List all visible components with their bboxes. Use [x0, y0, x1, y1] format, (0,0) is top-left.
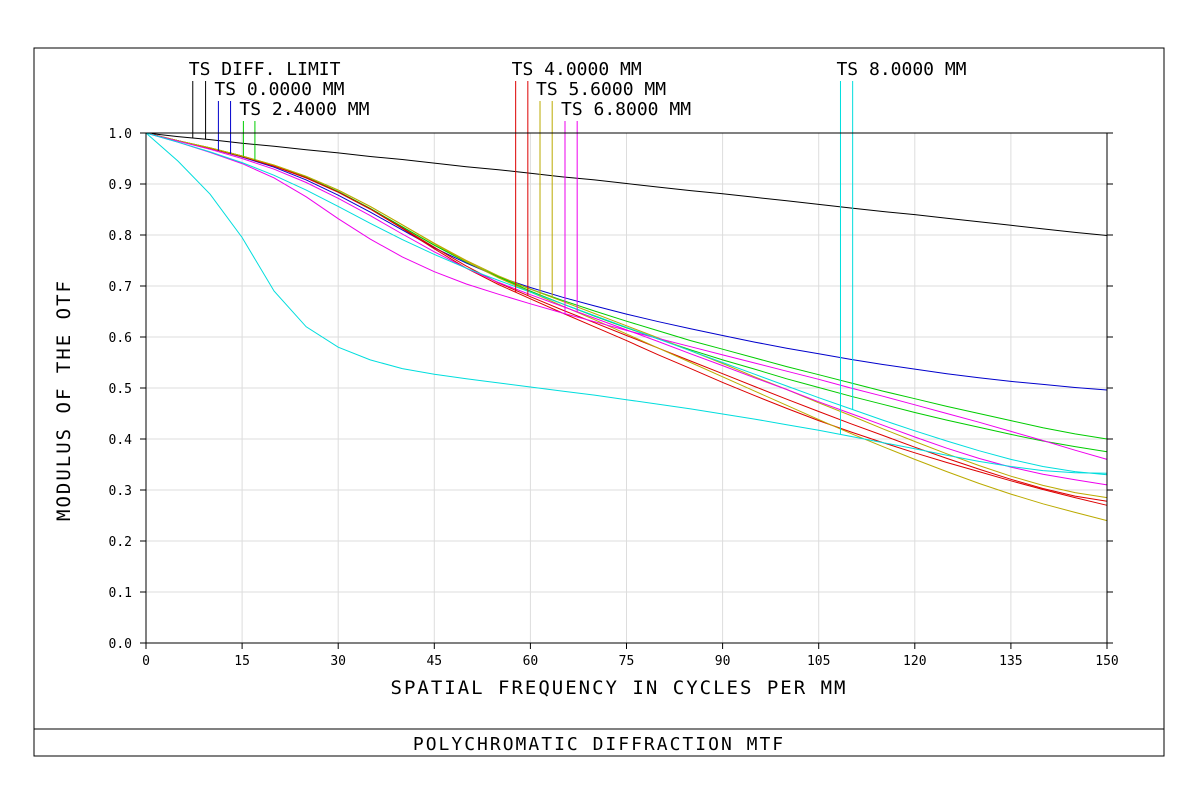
legend-label: TS 2.4000 MM: [239, 99, 369, 120]
y-tick-label: 0.7: [109, 280, 132, 295]
y-tick-label: 0.2: [109, 535, 132, 550]
y-tick-label: 0.0: [109, 637, 132, 652]
series-layer: [145, 132, 1108, 522]
x-tick-label: 60: [523, 654, 539, 669]
y-tick-label: 0.8: [109, 229, 132, 244]
series-line: [145, 132, 1108, 486]
x-tick-label: 105: [807, 654, 830, 669]
y-tick-label: 1.0: [109, 127, 132, 142]
series-line: [145, 132, 1108, 474]
x-tick-label: 0: [142, 654, 150, 669]
y-tick-label: 0.6: [109, 331, 132, 346]
x-tick-label: 15: [234, 654, 250, 669]
y-tick-label: 0.9: [109, 178, 132, 193]
chart-title: POLYCHROMATIC DIFFRACTION MTF: [413, 734, 785, 755]
x-tick-label: 45: [426, 654, 442, 669]
y-tick-label: 0.1: [109, 586, 132, 601]
legend-label: TS 4.0000 MM: [512, 59, 642, 80]
series-line: [145, 132, 1108, 391]
series-line: [145, 132, 1108, 502]
series-line: [145, 132, 1108, 499]
outer-frame: [33, 47, 1165, 757]
x-tick-label: 90: [715, 654, 731, 669]
tick-layer: 0 15 30 45 60 75 90 105 120 135 150 0.0 0.1 0.2 0.3 0.4…: [109, 127, 1119, 669]
legend-label: TS 6.8000 MM: [561, 99, 691, 120]
grid-layer: [146, 133, 1107, 643]
legend-label: TS DIFF. LIMIT: [189, 59, 341, 80]
y-tick-label: 0.3: [109, 484, 132, 499]
series-line: [145, 132, 1108, 476]
y-tick-label: 0.5: [109, 382, 132, 397]
x-axis-title: SPATIAL FREQUENCY IN CYCLES PER MM: [391, 677, 848, 699]
y-tick-label: 0.4: [109, 433, 133, 448]
x-tick-label: 135: [999, 654, 1022, 669]
x-tick-label: 120: [903, 654, 926, 669]
x-tick-label: 30: [330, 654, 346, 669]
legend-label: TS 5.6000 MM: [536, 79, 666, 100]
legend-marker-layer: [192, 81, 854, 435]
plot-border: [145, 132, 1108, 644]
legend-label: TS 0.0000 MM: [214, 79, 344, 100]
series-line: [145, 132, 1108, 236]
x-tick-label: 75: [619, 654, 635, 669]
legend-label: TS 8.0000 MM: [836, 59, 966, 80]
x-tick-label: 150: [1095, 654, 1118, 669]
y-axis-title: MODULUS OF THE OTF: [53, 279, 75, 521]
